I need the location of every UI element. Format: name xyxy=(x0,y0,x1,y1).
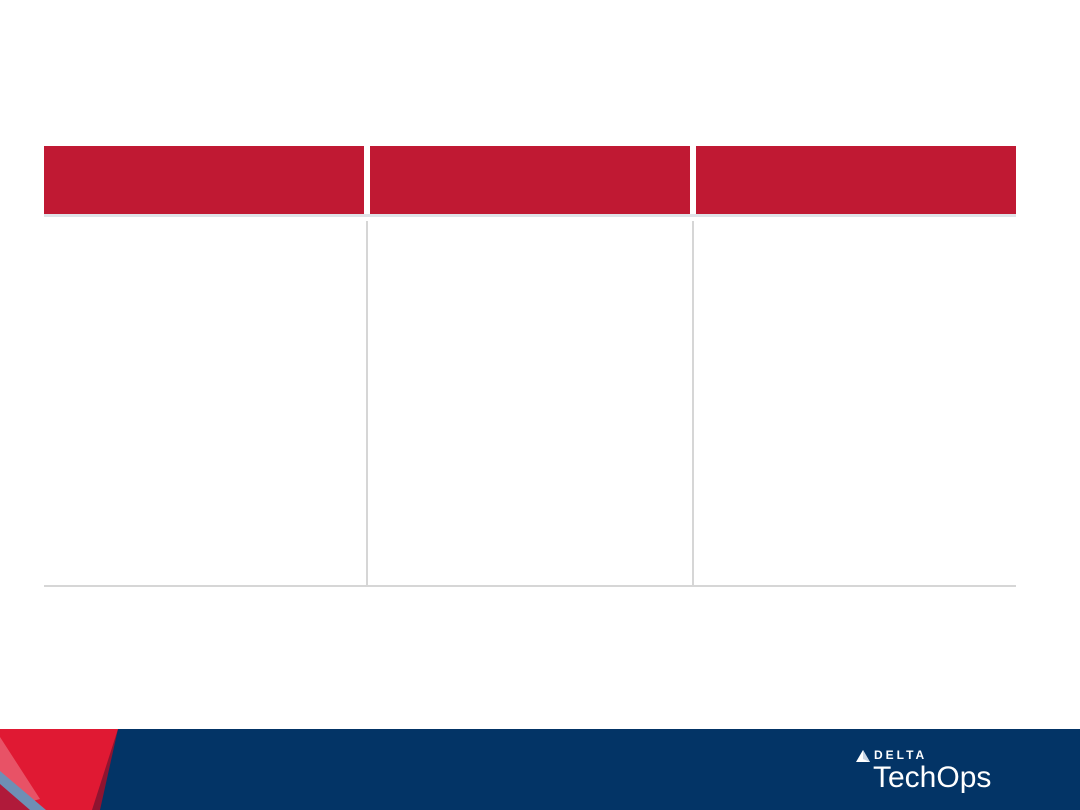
column-divider-1 xyxy=(366,221,368,587)
table-cell-col-3 xyxy=(696,221,1016,585)
table-cell-col-2 xyxy=(370,221,692,585)
header-separator xyxy=(44,214,1016,217)
table-header-col-1 xyxy=(44,146,364,214)
logo-brand-text: DELTA xyxy=(874,748,928,762)
comparison-table xyxy=(44,146,1016,587)
footer-bar: DELTA TechOps xyxy=(0,729,1080,810)
column-divider-2 xyxy=(692,221,694,587)
table-header-col-2 xyxy=(370,146,690,214)
delta-techops-logo: DELTA TechOps xyxy=(856,748,1006,798)
table-header-col-3 xyxy=(696,146,1016,214)
logo-product-text: TechOps xyxy=(873,761,992,794)
table-cell-col-1 xyxy=(44,221,366,585)
delta-triangle-icon xyxy=(856,750,870,762)
delta-widget-graphic xyxy=(0,729,118,810)
table-bottom-border xyxy=(44,585,1016,587)
